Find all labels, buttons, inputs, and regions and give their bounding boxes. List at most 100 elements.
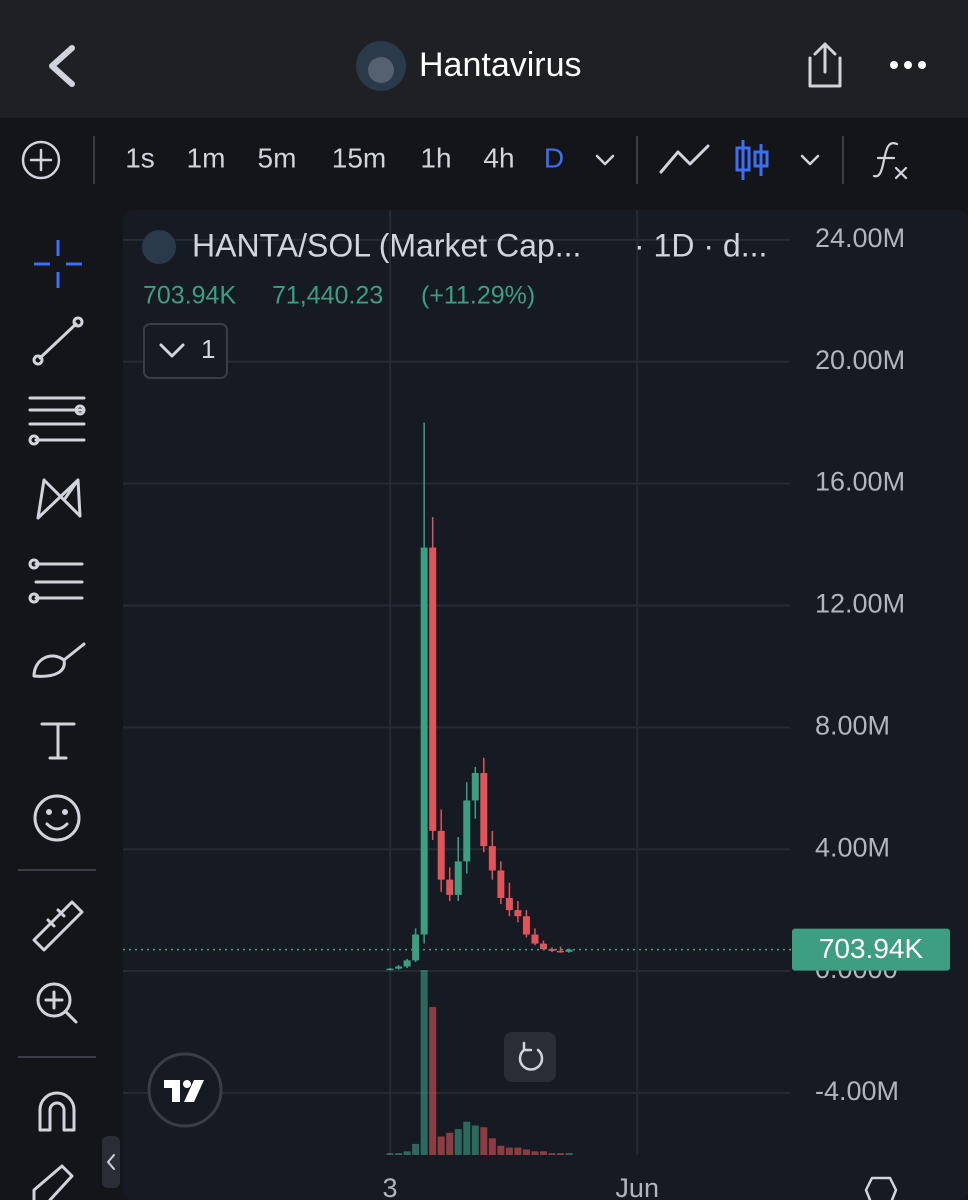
volume-bar [471, 1125, 479, 1155]
legend-change: 71,440.23 [272, 282, 383, 310]
candle-body [446, 879, 454, 895]
candle-body [522, 916, 530, 935]
trendline-tool[interactable] [32, 316, 84, 366]
candle-body [403, 960, 411, 967]
crosshair-tool[interactable] [34, 240, 82, 288]
collapse-arrow [107, 1154, 115, 1170]
price-label-box [792, 928, 950, 971]
reset-button[interactable] [504, 1032, 556, 1082]
volume-bar [420, 970, 428, 1155]
indicators-button[interactable] [872, 142, 908, 180]
volume-bar [488, 1138, 496, 1155]
chart-area [123, 210, 968, 1200]
volume-bar [531, 1151, 539, 1155]
collapse-handle[interactable] [102, 1136, 120, 1188]
candle-body [488, 846, 496, 871]
volume-bar [429, 1007, 437, 1155]
interval-button[interactable]: 1m [187, 142, 226, 173]
indicator-count: 1 [201, 334, 215, 364]
y-tick-label: 4.00M [815, 832, 890, 862]
price-label: 703.94K [819, 933, 924, 964]
y-tick-label: 20.00M [815, 345, 905, 375]
ruler-tool[interactable] [32, 900, 84, 952]
volume-bar [412, 1143, 420, 1155]
pattern-tool[interactable] [36, 478, 82, 520]
interval-button[interactable]: 15m [332, 142, 386, 173]
volume-bar [497, 1145, 505, 1155]
volume-bar [395, 1153, 403, 1155]
legend-interval: · 1D · d... [634, 227, 767, 263]
candle-body [429, 547, 437, 831]
text-tool[interactable] [40, 722, 76, 760]
tradingview-logo[interactable] [147, 1052, 223, 1128]
header-bar [0, 0, 968, 118]
volume-bar [403, 1151, 411, 1155]
volume-bar [565, 1153, 573, 1155]
header-title: Hantavirus [419, 46, 582, 84]
x-tick-label: 3 [383, 1173, 398, 1200]
candle-body [386, 968, 394, 971]
candle-body [471, 773, 479, 801]
candle-body [565, 949, 573, 952]
candle-body [395, 966, 403, 969]
zoom-tool[interactable] [36, 982, 78, 1024]
indicator-toggle[interactable] [143, 323, 228, 379]
candle-body [463, 800, 471, 862]
volume-bar [514, 1147, 522, 1155]
chart-type-dropdown[interactable] [800, 154, 820, 166]
more-button[interactable] [890, 61, 926, 69]
share-button[interactable] [808, 42, 842, 88]
volume-bar [463, 1121, 471, 1155]
interval-button[interactable]: 4h [483, 142, 514, 173]
interval-button[interactable]: 5m [258, 142, 297, 173]
candle-body [505, 897, 513, 911]
volume-bar [505, 1147, 513, 1155]
candle-body [420, 547, 428, 935]
volume-bar [539, 1151, 547, 1155]
brush-tool[interactable] [32, 642, 86, 678]
interval-button[interactable]: 1h [420, 142, 451, 173]
indicator-chevron [159, 343, 185, 358]
volume-bar [454, 1129, 462, 1155]
candle-body [531, 934, 539, 944]
candle-body [454, 861, 462, 895]
back-button[interactable] [49, 45, 75, 87]
y-tick-label: -4.00M [815, 1076, 899, 1106]
y-tick-label: 16.00M [815, 467, 905, 497]
y-tick-label: 24.00M [815, 223, 905, 253]
volume-bar [557, 1153, 565, 1155]
candle-body [437, 830, 445, 880]
candle-body [539, 943, 547, 950]
magnet-tool[interactable] [38, 1091, 76, 1132]
volume-bar [548, 1153, 556, 1155]
volume-bar [446, 1132, 454, 1155]
volume-bar [522, 1149, 530, 1155]
forecast-tool[interactable] [28, 558, 84, 604]
emoji-tool[interactable] [33, 794, 81, 842]
interval-button[interactable]: D [544, 142, 564, 173]
interval-button[interactable]: 1s [125, 142, 155, 173]
candle-body [548, 949, 556, 951]
volume-bar [437, 1136, 445, 1155]
settings-button[interactable] [864, 1176, 898, 1200]
y-tick-label: 12.00M [815, 589, 905, 619]
volume-bar [386, 1153, 394, 1155]
interval-dropdown[interactable] [595, 154, 615, 166]
candle-chart-button[interactable] [735, 140, 769, 180]
candle-body [480, 773, 488, 847]
candle-body [497, 870, 505, 898]
legend-symbol: HANTA/SOL (Market Cap... [192, 227, 581, 263]
x-tick-label: Jun [615, 1173, 659, 1200]
y-tick-label: 8.00M [815, 710, 890, 740]
candle-body [412, 934, 420, 961]
fib-tool[interactable] [28, 396, 86, 446]
avatar-face [368, 57, 394, 83]
lock-tool[interactable] [32, 1164, 74, 1200]
symbol-icon [142, 230, 176, 264]
candle-body [557, 950, 565, 953]
add-button[interactable] [21, 140, 61, 180]
line-chart-button[interactable] [659, 144, 710, 174]
legend-price: 703.94K [143, 282, 236, 310]
